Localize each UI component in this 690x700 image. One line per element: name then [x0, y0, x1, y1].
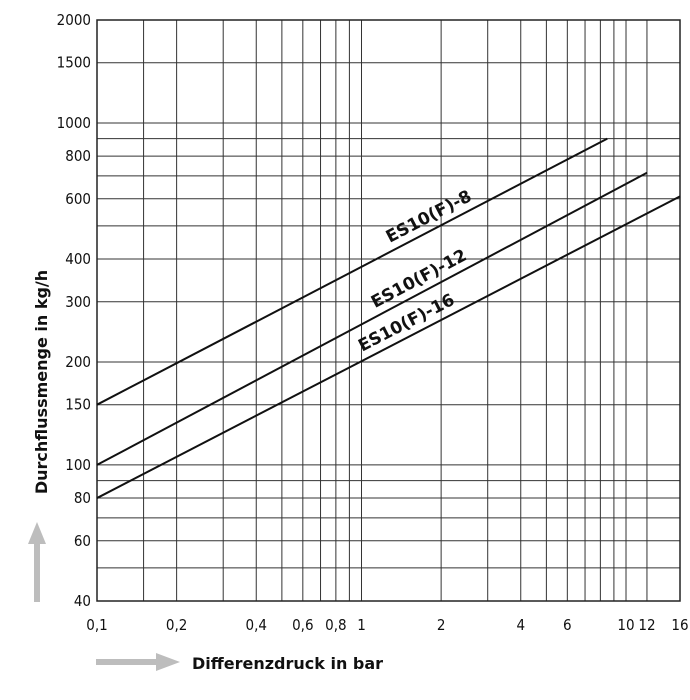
x-tick-label: 1 [357, 616, 366, 634]
y-axis-arrow [28, 522, 46, 602]
y-tick-label: 300 [65, 293, 91, 311]
x-tick-label: 0,2 [166, 616, 187, 634]
series-line [96, 171, 648, 466]
y-tick-label: 1000 [57, 114, 91, 132]
x-axis-arrow [96, 653, 180, 671]
y-tick-label: 60 [74, 532, 91, 550]
x-tick-labels: 0,1 0,2 0,4 0,6 0,8 1 2 4 6 10 12 16 [86, 616, 688, 634]
y-axis-label: Durchflussmenge in kg/h [32, 270, 51, 494]
x-axis-label: Differenzdruck in bar [192, 654, 383, 673]
y-tick-label: 80 [74, 489, 91, 507]
series-lines [96, 137, 681, 499]
grid [96, 19, 681, 602]
y-tick-label: 800 [65, 147, 91, 165]
x-tick-label: 0,1 [86, 616, 107, 634]
y-tick-label: 40 [74, 592, 91, 610]
y-tick-labels: 40 60 80 100 150 200 300 400 600 800 1000 1500 2000 [57, 11, 91, 610]
series-line [96, 137, 608, 406]
x-tick-label: 4 [516, 616, 525, 634]
x-tick-label: 12 [638, 616, 655, 634]
x-tick-label: 0,8 [325, 616, 346, 634]
x-tick-label: 2 [437, 616, 446, 634]
y-tick-label: 1500 [57, 54, 91, 72]
x-tick-label: 0,6 [292, 616, 313, 634]
x-tick-label: 0,4 [246, 616, 267, 634]
y-tick-label: 2000 [57, 11, 91, 29]
plot-frame [96, 19, 681, 602]
x-tick-label: 6 [563, 616, 572, 634]
y-tick-label: 600 [65, 190, 91, 208]
x-tick-label: 16 [671, 616, 688, 634]
series-label: ES10(F)-8 [383, 186, 475, 247]
y-tick-label: 200 [65, 353, 91, 371]
series-line [96, 195, 681, 499]
y-tick-label: 100 [65, 456, 91, 474]
x-tick-label: 10 [617, 616, 634, 634]
y-tick-label: 150 [65, 396, 91, 414]
y-tick-label: 400 [65, 250, 91, 268]
